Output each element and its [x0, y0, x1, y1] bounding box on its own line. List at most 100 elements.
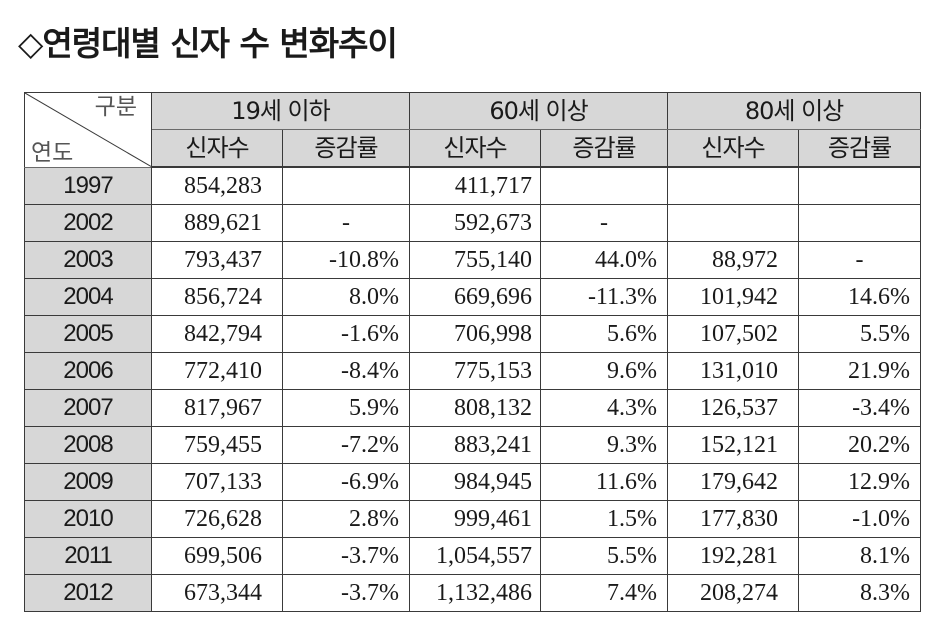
rate-60-over-cell: 9.6%: [540, 352, 669, 390]
rate-60-over-cell: 4.3%: [540, 389, 669, 427]
cell-value: 8.3%: [860, 580, 911, 606]
count-60-over-cell: 883,241: [409, 426, 542, 464]
year-cell: 1997: [24, 166, 152, 205]
cell-value: 20.2%: [848, 432, 911, 458]
rate-80-over-cell: 14.6%: [798, 278, 922, 316]
rate-60-over-cell: 5.6%: [540, 315, 669, 353]
rate-19-under-cell: -8.4%: [281, 352, 411, 390]
cell-value: 793,437: [184, 247, 262, 273]
rate-60-over-cell: 11.6%: [540, 463, 669, 501]
corner-diagonal: [25, 93, 151, 167]
count-19-under-cell: 726,628: [151, 500, 283, 538]
cell-value: 21.9%: [848, 358, 911, 384]
corner-label-year: 연도: [31, 139, 74, 166]
cell-value: 883,241: [454, 432, 533, 458]
rate-80-over-cell: [798, 204, 922, 242]
cell-value: 9.3%: [607, 432, 658, 458]
cell-value: 9.6%: [607, 358, 658, 384]
count-60-over-cell: 984,945: [409, 463, 542, 501]
cell-value: 152,121: [700, 432, 779, 458]
count-60-over-cell: 999,461: [409, 500, 542, 538]
year-cell: 2009: [24, 463, 152, 501]
count-80-over-cell: [667, 204, 800, 242]
year-cell: 2006: [24, 352, 152, 390]
count-80-over-cell: 107,502: [667, 315, 800, 353]
subheader-rate: 증감률: [281, 129, 411, 168]
cell-value: 5.9%: [349, 395, 400, 421]
cell-value: 192,281: [700, 543, 779, 569]
cell-value: 8.0%: [349, 284, 400, 310]
subheader-count: 신자수: [667, 129, 800, 168]
count-80-over-cell: 126,537: [667, 389, 800, 427]
cell-value: -11.3%: [587, 284, 658, 310]
cell-value: 177,830: [700, 506, 779, 532]
cell-value: 842,794: [184, 321, 262, 347]
count-80-over-cell: 208,274: [667, 574, 800, 612]
year-cell: 2003: [24, 241, 152, 279]
count-80-over-cell: 177,830: [667, 500, 800, 538]
cell-value: 8.1%: [860, 543, 911, 569]
count-60-over-cell: 706,998: [409, 315, 542, 353]
year-cell: 2007: [24, 389, 152, 427]
year-cell: 2012: [24, 574, 152, 612]
cell-value: -1.0%: [852, 506, 911, 532]
count-60-over-cell: 592,673: [409, 204, 542, 242]
rate-80-over-cell: 20.2%: [798, 426, 922, 464]
table-row: 2004 856,724 8.0% 669,696 -11.3% 101,942 14.6%: [24, 278, 922, 316]
cell-value: -3.4%: [852, 395, 911, 421]
count-19-under-cell: 889,621: [151, 204, 283, 242]
cell-value: -: [600, 210, 609, 236]
cell-value: 854,283: [184, 173, 262, 199]
table-row: 2003 793,437 -10.8% 755,140 44.0% 88,972 -: [24, 241, 922, 279]
rate-80-over-cell: -: [798, 241, 922, 279]
rate-19-under-cell: 5.9%: [281, 389, 411, 427]
rate-80-over-cell: -3.4%: [798, 389, 922, 427]
cell-value: 759,455: [184, 432, 262, 458]
cell-value: 984,945: [454, 469, 533, 495]
rate-60-over-cell: 5.5%: [540, 537, 669, 575]
cell-value: 706,998: [454, 321, 533, 347]
rate-19-under-cell: -: [281, 204, 411, 242]
subheader-count: 신자수: [409, 129, 542, 168]
year-cell: 2011: [24, 537, 152, 575]
table-row: 2008 759,455 -7.2% 883,241 9.3% 152,121 20.2%: [24, 426, 922, 464]
cell-value: 11.6%: [595, 469, 658, 495]
rate-19-under-cell: 8.0%: [281, 278, 411, 316]
cell-value: -: [855, 247, 864, 273]
stats-table: 구분 연도 19세 이하 60세 이상 80세 이상 신자수 증감률 신자수 증…: [24, 92, 922, 612]
year-cell: 2005: [24, 315, 152, 353]
table-row: 2012 673,344 -3.7% 1,132,486 7.4% 208,274 8.3%: [24, 574, 922, 612]
year-cell: 2002: [24, 204, 152, 242]
cell-value: 7.4%: [607, 580, 658, 606]
cell-value: 5.5%: [860, 321, 911, 347]
count-60-over-cell: 411,717: [409, 166, 542, 205]
cell-value: 14.6%: [848, 284, 911, 310]
cell-value: -: [342, 210, 350, 236]
cell-value: 4.3%: [607, 395, 658, 421]
cell-value: 411,717: [454, 173, 533, 199]
rate-80-over-cell: 8.1%: [798, 537, 922, 575]
rate-19-under-cell: -10.8%: [281, 241, 411, 279]
table-row: 2002 889,621 - 592,673 -: [24, 204, 922, 242]
cell-value: -3.7%: [341, 580, 400, 606]
cell-value: 1,132,486: [436, 580, 533, 606]
count-80-over-cell: 101,942: [667, 278, 800, 316]
rate-80-over-cell: 8.3%: [798, 574, 922, 612]
cell-value: 208,274: [700, 580, 779, 606]
rate-19-under-cell: -7.2%: [281, 426, 411, 464]
cell-value: 88,972: [712, 247, 779, 273]
rate-60-over-cell: [540, 166, 669, 205]
rate-19-under-cell: -3.7%: [281, 537, 411, 575]
count-80-over-cell: [667, 166, 800, 205]
count-60-over-cell: 755,140: [409, 241, 542, 279]
cell-value: 707,133: [184, 469, 262, 495]
cell-value: -6.9%: [341, 469, 400, 495]
rate-80-over-cell: 12.9%: [798, 463, 922, 501]
cell-value: 5.5%: [607, 543, 658, 569]
count-19-under-cell: 842,794: [151, 315, 283, 353]
cell-value: -3.7%: [341, 543, 400, 569]
corner-cell: 구분 연도: [24, 92, 152, 168]
count-80-over-cell: 179,642: [667, 463, 800, 501]
count-19-under-cell: 772,410: [151, 352, 283, 390]
year-cell: 2010: [24, 500, 152, 538]
